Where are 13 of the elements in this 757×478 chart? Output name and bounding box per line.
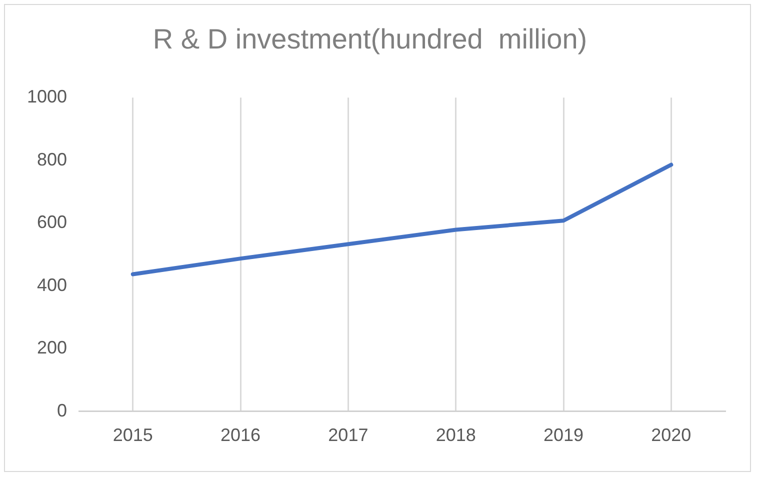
chart-title: R & D investment(hundred million) xyxy=(152,24,588,55)
x-tick-label: 2020 xyxy=(651,425,692,446)
y-tick-label: 0 xyxy=(57,400,68,420)
y-tick-label: 400 xyxy=(36,274,68,295)
y-tick-label: 800 xyxy=(36,149,68,170)
x-tick-label: 2017 xyxy=(328,425,368,446)
y-tick-label: 1000 xyxy=(26,86,68,107)
y-tick-label: 200 xyxy=(36,338,68,358)
y-tick-label: 600 xyxy=(36,212,68,232)
x-tick-label: 2016 xyxy=(220,425,261,446)
x-tick-label: 2015 xyxy=(112,425,153,446)
x-tick-label: 2018 xyxy=(436,425,476,446)
x-tick-label: 2019 xyxy=(543,425,584,446)
